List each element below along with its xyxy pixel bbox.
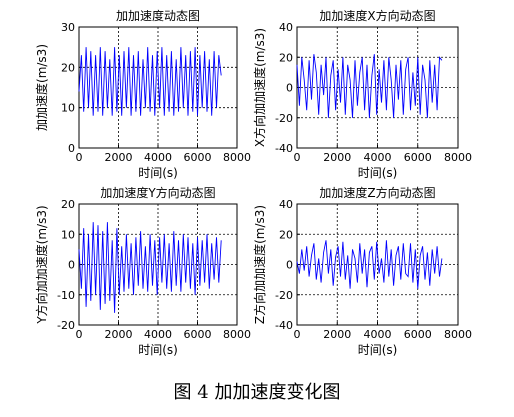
subplot-3-x-tick-label: 2000 <box>105 328 133 341</box>
subplot-4-x-tick-label: 8000 <box>444 328 472 341</box>
subplot-1-series-line <box>78 47 222 116</box>
subplot-2-y-tick-label: 40 <box>279 21 293 34</box>
subplot-4-y-tick-label: -20 <box>275 289 293 302</box>
subplot-2-y-tick-label: 20 <box>279 51 293 64</box>
subplot-2-x-axis-label: 时间(s) <box>358 166 398 180</box>
subplot-1-y-tick-label: 30 <box>61 21 75 34</box>
subplot-2-title: 加加速度X方向动态图 <box>319 8 435 23</box>
subplot-1-x-tick-label: 2000 <box>105 151 133 164</box>
subplot-3-y-tick-label: 0 <box>68 259 75 272</box>
subplot-1-x-axis-label: 时间(s) <box>138 166 178 180</box>
figure-caption: 图 4 加加速度变化图 <box>173 382 341 403</box>
subplot-2-y-tick-label: -40 <box>275 142 293 155</box>
subplot-1-title: 加加速度动态图 <box>116 8 200 23</box>
subplot-2-x-tick-label: 8000 <box>444 151 472 164</box>
subplot-1-x-tick-label: 8000 <box>223 151 251 164</box>
subplot-3-x-axis-label: 时间(s) <box>138 343 178 357</box>
subplot-3-x-tick-label: 4000 <box>144 328 172 341</box>
subplot-1-y-axis-label: 加加速度(m/s3) <box>34 44 49 131</box>
subplot-3-y-tick-label: 10 <box>61 228 75 241</box>
subplot-3-y-tick-label: -20 <box>57 319 75 332</box>
subplot-4-x-tick-label: 4000 <box>364 328 392 341</box>
subplot-2-y-tick-label: 0 <box>286 82 293 95</box>
subplot-4-x-tick-label: 6000 <box>404 328 432 341</box>
subplot-3-title: 加加速度Y方向动态图 <box>100 185 215 200</box>
subplot-2-x-tick-label: 2000 <box>323 151 351 164</box>
subplot-3-x-tick-label: 8000 <box>223 328 251 341</box>
subplot-4-y-tick-label: 0 <box>286 259 293 272</box>
subplot-3-x-tick-label: 6000 <box>184 328 212 341</box>
subplot-4-title: 加加速度Z方向动态图 <box>319 185 435 200</box>
subplot-4-x-axis-label: 时间(s) <box>358 343 398 357</box>
subplot-3-y-tick-label: 20 <box>61 198 75 211</box>
subplot-4-x-tick-label: 2000 <box>323 328 351 341</box>
subplot-3-y-axis-label: Y方向加加速度(m/s3) <box>34 205 49 324</box>
subplot-4-y-tick-label: 20 <box>279 228 293 241</box>
subplot-2-x-tick-label: 0 <box>294 151 301 164</box>
subplot-4-x-tick-label: 0 <box>294 328 301 341</box>
subplot-2-series-line <box>296 54 443 118</box>
subplot-4-y-axis-label: Z方向加加速度(m/s3) <box>252 205 267 324</box>
subplot-3-x-tick-label: 0 <box>76 328 83 341</box>
subplot-4-series-line <box>296 240 443 289</box>
subplot-2-y-axis-label: X方向加加速度(m/s3) <box>252 28 267 147</box>
subplot-3-y-tick-label: -10 <box>57 289 75 302</box>
subplot-3-series-line <box>78 222 222 313</box>
subplot-4-y-tick-label: -40 <box>275 319 293 332</box>
subplot-1-y-tick-label: 20 <box>61 61 75 74</box>
subplot-1-x-tick-label: 0 <box>76 151 83 164</box>
subplot-2-x-tick-label: 6000 <box>404 151 432 164</box>
subplot-1-y-tick-label: 0 <box>68 142 75 155</box>
subplot-1-x-tick-label: 6000 <box>184 151 212 164</box>
subplot-1-y-tick-label: 10 <box>61 102 75 115</box>
subplot-1-x-tick-label: 4000 <box>144 151 172 164</box>
subplot-2-y-tick-label: -20 <box>275 112 293 125</box>
subplot-4-y-tick-label: 40 <box>279 198 293 211</box>
subplot-2-x-tick-label: 4000 <box>364 151 392 164</box>
